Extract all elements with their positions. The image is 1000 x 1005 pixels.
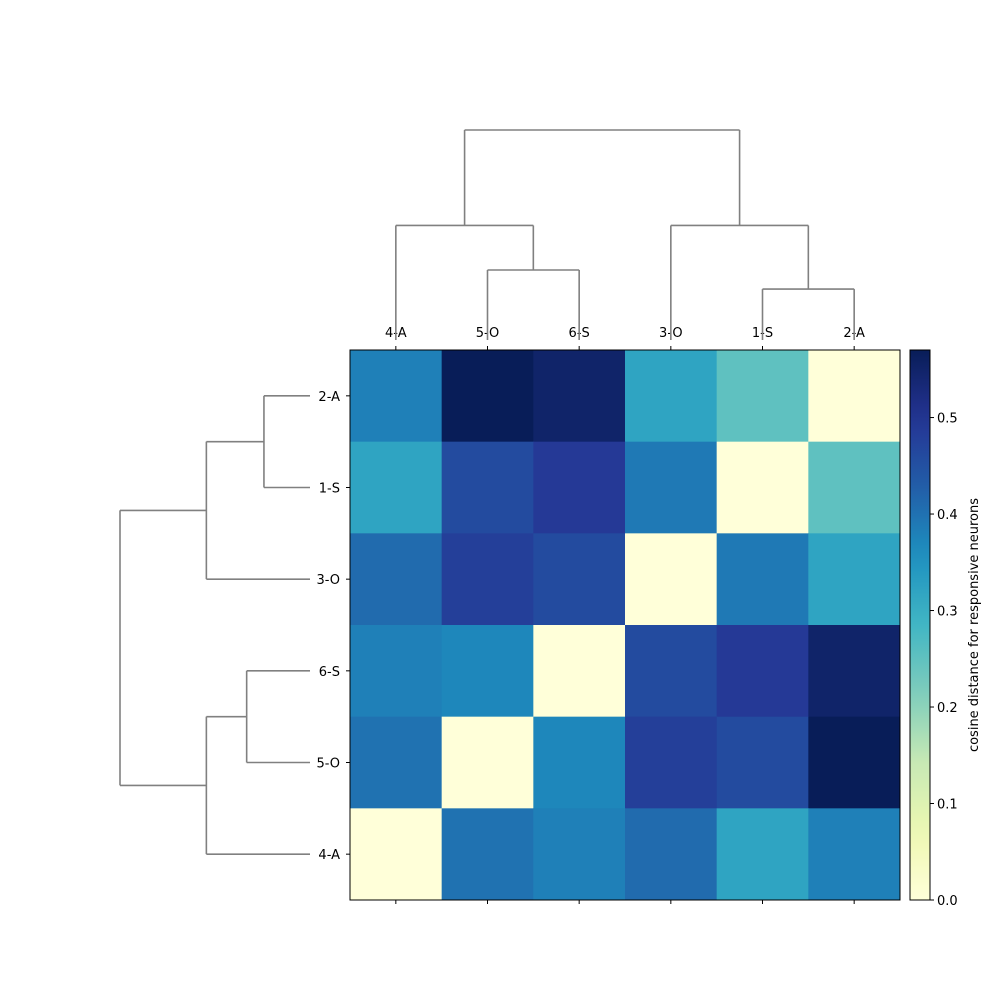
heatmap-cell (716, 625, 809, 718)
heatmap-cell (350, 716, 443, 809)
heatmap-cell (350, 533, 443, 626)
colorbar: 0.0 0.1 0.2 0.3 0.4 0.5 cosine distance for r… (909, 349, 982, 909)
heatmap-cell (441, 533, 534, 626)
heatmap-cell (441, 441, 534, 534)
colorbar-ticks: 0.0 0.1 0.2 0.3 0.4 0.5 (930, 412, 958, 909)
heatmap-cell (808, 441, 901, 534)
heatmap-cell (625, 350, 718, 443)
heatmap-cell (441, 716, 534, 809)
heatmap-frame (349, 349, 901, 901)
row-tick-label: 6-S (319, 665, 340, 680)
heatmap-cell (716, 808, 809, 901)
column-dendrogram (395, 129, 855, 340)
colorbar-tick-label: 0.0 (937, 894, 958, 909)
heatmap-cell (625, 716, 718, 809)
heatmap-cell (625, 441, 718, 534)
heatmap-cell (350, 625, 443, 718)
heatmap-cell (441, 808, 534, 901)
colorbar-tick-label: 0.3 (937, 605, 958, 620)
heatmap-cell (716, 533, 809, 626)
row-tick-labels: 2-A 1-S 3-O 6-S 5-O 4-A (316, 390, 350, 863)
row-tick-label: 4-A (318, 848, 340, 863)
row-dendrogram (119, 395, 310, 855)
colorbar-tick-label: 0.1 (937, 798, 958, 813)
colorbar-tick-label: 0.2 (937, 701, 958, 716)
heatmap-cell (808, 350, 901, 443)
heatmap-cell (350, 350, 443, 443)
heatmap-cell (533, 625, 626, 718)
heatmap-cell (808, 808, 901, 901)
heatmap-cell (625, 808, 718, 901)
heatmap-cell (533, 533, 626, 626)
heatmap-cell (441, 625, 534, 718)
heatmap-cell (716, 350, 809, 443)
row-tick-label: 3-O (316, 573, 340, 588)
heatmap-cell (533, 716, 626, 809)
colorbar-tick-label: 0.4 (937, 508, 958, 523)
heatmap-cell (716, 716, 809, 809)
heatmap-cells (350, 350, 901, 901)
row-tick-label: 1-S (319, 482, 340, 497)
colorbar-gradient (909, 349, 931, 901)
heatmap-cell (808, 716, 901, 809)
heatmap-cell (533, 441, 626, 534)
colorbar-label: cosine distance for responsive neurons (967, 498, 982, 752)
heatmap-cell (350, 441, 443, 534)
heatmap-cell (533, 808, 626, 901)
colorbar-tick-label: 0.5 (937, 412, 958, 427)
heatmap-cell (350, 808, 443, 901)
heatmap-cell (441, 350, 534, 443)
heatmap-cell (808, 625, 901, 718)
row-tick-label: 2-A (318, 390, 340, 405)
row-tick-label: 5-O (316, 757, 340, 772)
heatmap-cell (625, 533, 718, 626)
heatmap-cell (808, 533, 901, 626)
heatmap-cell (716, 441, 809, 534)
heatmap-cell (625, 625, 718, 718)
heatmap-cell (533, 350, 626, 443)
